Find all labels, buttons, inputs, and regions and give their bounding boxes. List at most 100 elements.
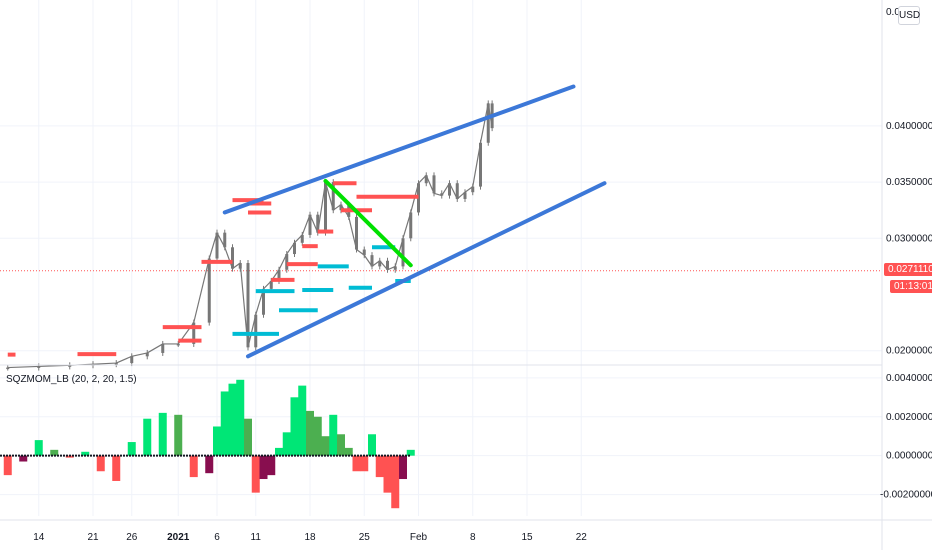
time-tick-label: 14 xyxy=(33,532,45,543)
candle-body xyxy=(308,214,312,235)
time-tick-label: 22 xyxy=(576,532,588,543)
time-tick-label: 26 xyxy=(126,532,138,543)
candle-body xyxy=(432,175,436,194)
price-pane[interactable] xyxy=(0,84,882,371)
candle-body xyxy=(479,142,482,187)
histogram-bar xyxy=(306,410,314,456)
price-series-line xyxy=(7,102,493,369)
candle-countdown-badge: 01:13:01 xyxy=(890,279,932,293)
histogram-bar xyxy=(321,436,330,456)
histogram-bar xyxy=(19,455,28,462)
histogram-bar xyxy=(174,414,183,456)
histogram-bar xyxy=(220,391,229,456)
top-price-label: 0.0 xyxy=(886,7,900,18)
candle-body xyxy=(471,186,475,193)
histogram-bar xyxy=(213,426,221,456)
candle-body xyxy=(409,212,413,239)
candle-body xyxy=(215,232,219,259)
histogram-bar xyxy=(3,455,12,476)
histogram-bar xyxy=(375,455,384,478)
candle-body xyxy=(6,367,10,370)
histogram-bar xyxy=(50,449,59,456)
candle-body xyxy=(324,182,327,233)
green-trendline xyxy=(323,178,413,268)
histogram-bar xyxy=(337,434,345,456)
candle-body xyxy=(207,258,211,323)
candle-body xyxy=(114,363,118,365)
histogram-bar xyxy=(290,397,299,456)
histogram-bar xyxy=(96,455,105,472)
candle-body xyxy=(386,260,389,270)
oscillator-title: SQZMOM_LB (20, 2, 20, 1.5) xyxy=(6,374,137,385)
candle-body xyxy=(231,247,234,269)
candle-body xyxy=(130,356,134,364)
histogram-bar xyxy=(391,455,400,509)
candle-body xyxy=(262,288,265,315)
histogram-bar xyxy=(399,455,407,480)
candle-body xyxy=(161,343,165,353)
time-tick-label: 11 xyxy=(251,532,262,543)
grid xyxy=(0,0,882,516)
candle-body xyxy=(316,214,320,233)
candle-body xyxy=(378,260,382,267)
candle-body xyxy=(176,343,180,346)
histogram-bar xyxy=(251,455,260,493)
histogram-bar xyxy=(259,455,268,480)
histogram-bar xyxy=(34,440,43,456)
candle-body xyxy=(448,183,451,196)
blue-channel-line xyxy=(222,84,576,215)
histogram-bar xyxy=(282,432,291,456)
histogram-bar xyxy=(298,385,307,456)
candle-body xyxy=(339,204,343,211)
candle-body xyxy=(300,234,304,243)
histogram-bar xyxy=(189,455,198,478)
histogram-bar xyxy=(360,455,369,472)
histogram-bar xyxy=(236,379,245,456)
histogram-bar xyxy=(383,455,392,493)
oscillator-tick-label: -0.00200000 xyxy=(880,490,932,501)
histogram-bar xyxy=(329,414,338,456)
candle-body xyxy=(37,366,41,368)
time-tick-label: 21 xyxy=(87,532,99,543)
currency-button[interactable]: USD xyxy=(898,6,920,25)
candle-body xyxy=(68,365,72,367)
candle-body xyxy=(269,281,273,289)
candle-body xyxy=(246,263,250,348)
candle-body xyxy=(285,254,289,270)
oscillator-pane[interactable] xyxy=(0,379,415,509)
time-tick-label: 2021 xyxy=(167,532,190,543)
candle-body xyxy=(455,183,459,199)
histogram-bar xyxy=(406,449,415,456)
candle-body xyxy=(362,249,366,256)
candle-body xyxy=(424,175,428,184)
candle-body xyxy=(277,269,281,282)
histogram-bar xyxy=(344,447,353,456)
candle-body xyxy=(192,322,196,344)
histogram-bar xyxy=(228,383,237,456)
candle-body xyxy=(401,238,405,267)
time-tick-label: 6 xyxy=(214,532,220,543)
time-tick-label: 15 xyxy=(521,532,533,543)
time-tick-label: 18 xyxy=(304,532,316,543)
histogram-bar xyxy=(267,455,276,476)
blue-channel-line xyxy=(246,181,607,359)
candle-body xyxy=(293,242,296,255)
histogram-bar xyxy=(158,412,167,456)
candle-body xyxy=(486,103,490,143)
histogram-bar xyxy=(368,434,376,456)
histogram-bar xyxy=(112,455,121,481)
time-tick-label: 25 xyxy=(359,532,371,543)
candle-body xyxy=(145,352,149,357)
candle-body xyxy=(223,232,227,248)
time-tick-label: Feb xyxy=(410,532,428,543)
candle-body xyxy=(370,255,374,267)
candle-body xyxy=(331,182,335,211)
histogram-bar xyxy=(205,455,214,474)
